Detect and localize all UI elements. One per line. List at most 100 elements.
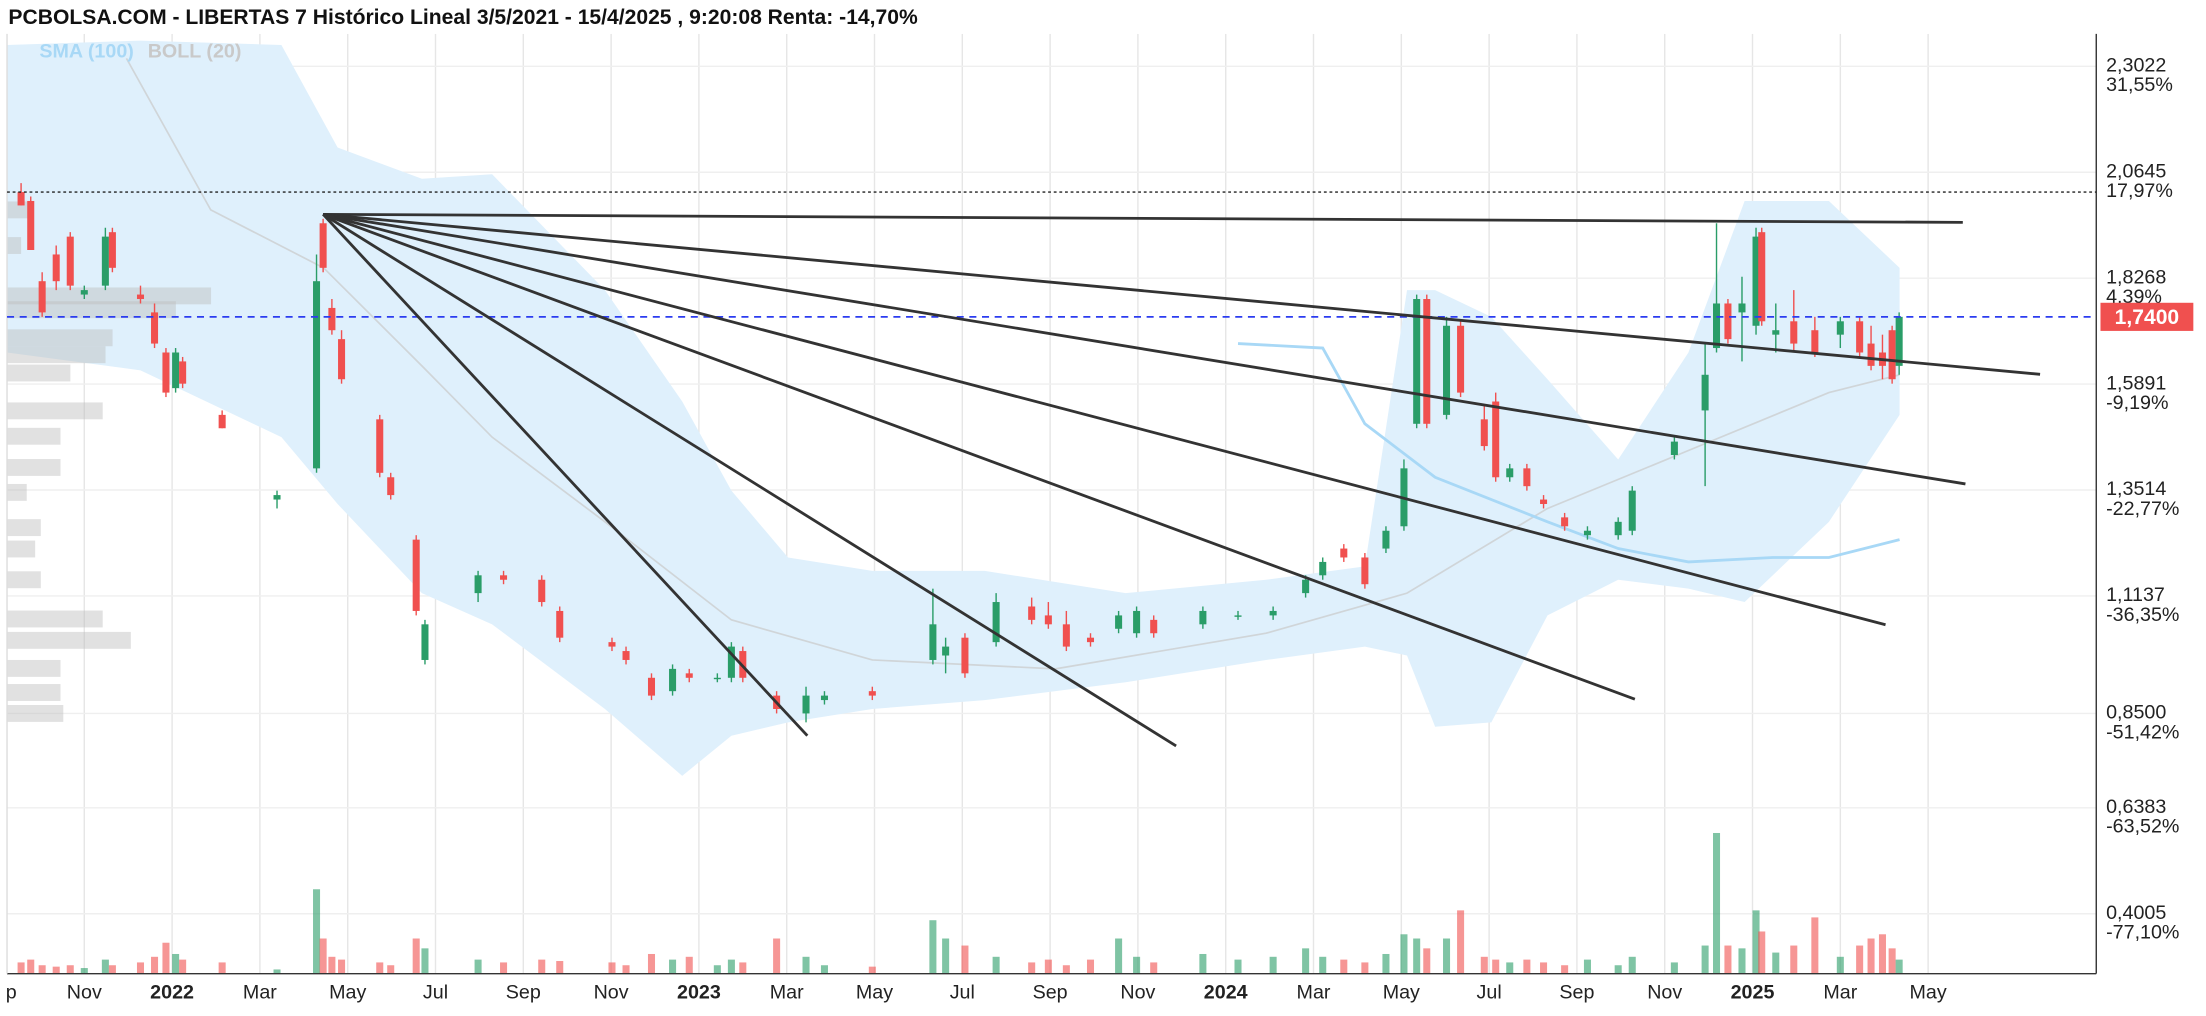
candle-body (80, 290, 88, 295)
volume-bar (273, 969, 281, 974)
candle-body (1234, 615, 1242, 617)
volume-bar (1738, 948, 1746, 974)
volume-bar (1443, 938, 1451, 974)
candle-body (179, 361, 187, 384)
candle-body (1738, 303, 1746, 313)
candle-body (608, 642, 616, 647)
y-return-label: -9,19% (2106, 392, 2168, 414)
sma-line (1237, 342, 1900, 564)
volume-profile-bar (7, 704, 64, 722)
volume-profile-bar (7, 483, 27, 501)
candle-body (1895, 316, 1903, 366)
candle-body (1382, 530, 1390, 549)
candle-body (101, 236, 109, 286)
volume-bar (1628, 956, 1636, 974)
volume-profile-bar (7, 287, 212, 305)
legend-bollinger: BOLL (20) (148, 40, 242, 62)
volume-profile-bar (7, 346, 106, 364)
candle-body (52, 254, 60, 282)
volume-bar (313, 889, 321, 974)
volume-bar (1302, 948, 1310, 974)
volume-bar (942, 938, 950, 974)
volume-bar (1480, 956, 1488, 974)
volume-bar (1888, 948, 1896, 974)
volume-bar (647, 953, 656, 974)
candle-body (1457, 325, 1465, 393)
candle-body (556, 610, 564, 638)
candle-body (412, 539, 420, 611)
candle-body (1724, 303, 1732, 340)
candle-body (172, 352, 180, 389)
candle-body (273, 495, 281, 500)
candle-body (1583, 530, 1591, 536)
volume-bar (1150, 962, 1158, 974)
legend-sma: SMA (100) (39, 40, 133, 62)
volume-bar (1044, 959, 1052, 974)
candle-body (1062, 624, 1070, 647)
volume-bar (1561, 965, 1569, 974)
volume-bar (328, 956, 336, 974)
volume-profile-bar (7, 571, 41, 589)
volume-bar (52, 966, 60, 974)
volume-bar (1540, 962, 1548, 974)
volume-bar (179, 959, 187, 974)
candle-body (108, 232, 116, 268)
trend-line (322, 212, 1966, 486)
candle-body (1752, 236, 1760, 326)
x-tick-label: May (329, 982, 366, 1004)
candle-body (647, 677, 656, 696)
volume-profile-bar (7, 610, 103, 628)
volume-bar (319, 938, 327, 974)
volume-bar (1836, 956, 1844, 974)
volume-bar (929, 920, 937, 974)
volume-bar (1752, 910, 1760, 974)
x-tick-label: Jul (1477, 982, 1502, 1004)
candle-body (961, 637, 969, 674)
candle-body (802, 695, 810, 714)
candle-body (1614, 521, 1622, 536)
volume-bar (421, 948, 429, 974)
volume-bar (1423, 948, 1431, 974)
candle-body (1269, 610, 1277, 616)
y-return-label: 17,97% (2106, 180, 2173, 202)
candle-body (942, 646, 950, 656)
trend-line (322, 213, 1636, 701)
x-tick-label: Nov (1120, 982, 1155, 1004)
x-tick-label: Sep (1559, 982, 1594, 1004)
candle-body (1492, 401, 1500, 478)
candle-body (1628, 490, 1636, 531)
volume-bar (387, 965, 395, 974)
volume-bar (802, 956, 810, 974)
candle-body (328, 307, 336, 331)
volume-profile-bar (7, 364, 71, 382)
volume-bar (1895, 959, 1903, 974)
x-tick-label: 2024 (1204, 982, 1248, 1004)
volume-bar (1028, 962, 1036, 974)
x-tick-label: 2023 (677, 982, 721, 1004)
y-return-label: -77,10% (2106, 922, 2179, 944)
candle-body (868, 691, 876, 696)
volume-profile-bar (7, 659, 61, 677)
volume-bar (1199, 953, 1207, 974)
candle-body (376, 419, 384, 473)
volume-bar (608, 962, 616, 974)
candle-body (1340, 548, 1348, 558)
trend-line (322, 212, 1886, 627)
volume-bar (1319, 956, 1327, 974)
candle-body (421, 624, 429, 660)
x-tick-label: Jul (423, 982, 448, 1004)
candle-body (1856, 321, 1864, 353)
volume-bar (868, 966, 876, 974)
volume-bar (66, 965, 74, 974)
volume-bar (1133, 956, 1141, 974)
volume-profile-bar (7, 427, 61, 445)
candle-body (162, 352, 170, 393)
volume-bar (1400, 934, 1408, 974)
volume-bar (1492, 959, 1500, 974)
volume-bar (1701, 945, 1709, 974)
candle-body (992, 602, 1000, 643)
candle-body (1836, 321, 1844, 335)
y-tick-label: 2,3022 (2106, 55, 2166, 77)
volume-bar (622, 965, 630, 974)
